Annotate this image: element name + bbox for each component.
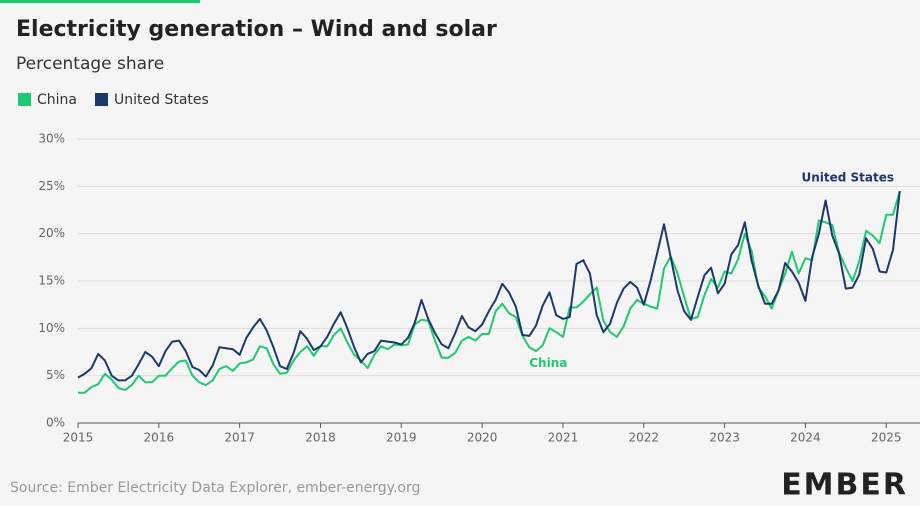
y-tick-label: 0%	[46, 416, 65, 430]
y-tick-label: 10%	[38, 321, 65, 335]
series-line	[78, 190, 901, 394]
y-tick-label: 15%	[38, 274, 65, 288]
x-tick-label: 2017	[224, 431, 255, 445]
x-tick-label: 2015	[63, 431, 94, 445]
x-tick-label: 2024	[790, 431, 821, 445]
legend-swatch	[95, 93, 108, 106]
accent-bar	[0, 0, 200, 3]
brand-logo: EMBER	[781, 468, 908, 503]
chart-title: Electricity generation – Wind and solar	[16, 17, 497, 42]
x-tick-label: 2023	[709, 431, 740, 445]
legend-label: China	[37, 92, 77, 108]
y-tick-label: 5%	[46, 368, 65, 382]
series-line	[77, 190, 901, 382]
x-tick-label: 2022	[629, 431, 660, 445]
legend-label: United States	[114, 92, 209, 108]
series-annotation: United States	[801, 170, 894, 184]
chart-subtitle: Percentage share	[16, 54, 164, 74]
y-tick-label: 20%	[38, 226, 65, 240]
series-annotation: China	[529, 356, 567, 370]
source: Source: Ember Electricity Data Explorer,…	[10, 480, 420, 496]
x-tick-label: 2019	[386, 431, 417, 445]
x-tick-label: 2016	[144, 431, 175, 445]
x-tick-label: 2020	[467, 431, 498, 445]
y-tick-label: 25%	[38, 179, 65, 193]
x-tick-label: 2018	[305, 431, 336, 445]
x-tick-label: 2025	[871, 431, 902, 445]
x-tick-label: 2021	[548, 431, 579, 445]
y-tick-label: 30%	[38, 132, 65, 146]
legend-swatch	[18, 93, 31, 106]
